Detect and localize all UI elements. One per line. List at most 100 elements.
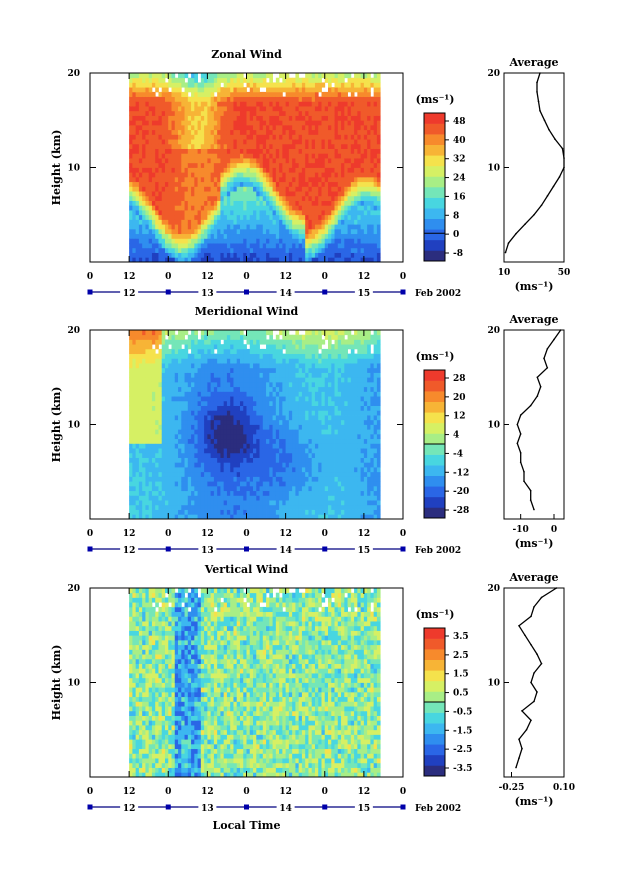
heatmap-cell: [338, 158, 342, 163]
heatmap-cell: [247, 429, 251, 434]
heatmap-cell: [162, 219, 166, 224]
colorbar-tick-label: 40: [453, 136, 466, 146]
heatmap-cell: [132, 139, 136, 144]
heatmap-cell: [152, 134, 156, 139]
heatmap-cell: [194, 382, 198, 387]
heatmap-cell: [145, 495, 149, 500]
heatmap-cell: [266, 210, 270, 215]
heatmap-cell: [191, 453, 195, 458]
heatmap-cell: [374, 101, 378, 106]
heatmap-cell: [240, 196, 244, 201]
heatmap-cell: [227, 205, 231, 210]
heatmap-cell: [136, 149, 140, 154]
heatmap-cell: [172, 149, 176, 154]
heatmap-cell: [237, 458, 241, 463]
heatmap-cell: [155, 425, 159, 430]
heatmap-cell: [240, 182, 244, 187]
heatmap-cell: [302, 224, 306, 229]
heatmap-cell: [145, 163, 149, 168]
avg-point: [563, 157, 565, 159]
heatmap-cell: [240, 387, 244, 392]
heatmap-cell: [276, 462, 280, 467]
heatmap-cell: [194, 253, 198, 258]
heatmap-cell: [149, 106, 153, 111]
heatmap-cell: [247, 210, 251, 215]
heatmap-cell: [250, 120, 254, 125]
heatmap-cell: [233, 234, 237, 239]
heatmap-cell: [250, 134, 254, 139]
heatmap-cell: [286, 253, 290, 258]
heatmap-cell: [266, 101, 270, 106]
heatmap-cell: [217, 439, 221, 444]
heatmap-cell: [260, 391, 264, 396]
heatmap-cell: [162, 453, 166, 458]
heatmap-cell: [162, 149, 166, 154]
heatmap-cell: [211, 219, 215, 224]
heatmap-cell: [145, 78, 149, 83]
heatmap-cell: [188, 116, 192, 121]
heatmap-cell: [214, 401, 218, 406]
heatmap-cell: [230, 186, 234, 191]
heatmap-cell: [165, 368, 169, 373]
heatmap-cell: [243, 177, 247, 182]
heatmap-cell: [377, 191, 381, 196]
heatmap-cell: [168, 358, 172, 363]
heatmap-cell: [132, 73, 136, 78]
heatmap-cell: [273, 500, 277, 505]
heatmap-cell: [286, 106, 290, 111]
heatmap-cell: [276, 177, 280, 182]
heatmap-cell: [227, 172, 231, 177]
heatmap-cell: [256, 168, 260, 173]
heatmap-cell: [321, 215, 325, 220]
heatmap-cell: [168, 443, 172, 448]
heatmap-cell: [214, 116, 218, 121]
heatmap-cell: [185, 111, 189, 116]
heatmap-cell: [321, 224, 325, 229]
heatmap-cell: [374, 172, 378, 177]
heatmap-cell: [263, 406, 267, 411]
heatmap-cell: [335, 234, 339, 239]
heatmap-cell: [325, 73, 329, 78]
heatmap-cell: [338, 186, 342, 191]
heatmap-cell: [149, 205, 153, 210]
heatmap-cell: [312, 106, 316, 111]
heatmap-cell: [217, 373, 221, 378]
heatmap-cell: [364, 234, 368, 239]
heatmap-cell: [168, 420, 172, 425]
heatmap-cell: [168, 73, 172, 78]
heatmap-cell: [243, 101, 247, 106]
heatmap-cell: [194, 358, 198, 363]
heatmap-cell: [136, 439, 140, 444]
heatmap-cell: [165, 495, 169, 500]
heatmap-cell: [269, 344, 273, 349]
heatmap-cell: [188, 191, 192, 196]
heatmap-cell: [260, 125, 264, 130]
heatmap-cell: [155, 358, 159, 363]
heatmap-cell: [286, 139, 290, 144]
heatmap-cell: [233, 73, 237, 78]
heatmap-cell: [367, 168, 371, 173]
heatmap-cell: [253, 439, 257, 444]
heatmap-cell: [253, 215, 257, 220]
heatmap-cell: [191, 363, 195, 368]
heatmap-cell: [302, 144, 306, 149]
heatmap-cell: [233, 387, 237, 392]
heatmap-cell: [172, 191, 176, 196]
heatmap-cell: [374, 201, 378, 206]
colorbar-segment: [424, 219, 445, 230]
heatmap-cell: [201, 387, 205, 392]
heatmap-cell: [194, 510, 198, 515]
heatmap-cell: [188, 368, 192, 373]
heatmap-cell: [263, 462, 267, 467]
heatmap-cell: [181, 177, 185, 182]
heatmap-cell: [273, 210, 277, 215]
heatmap-cell: [250, 330, 254, 335]
heatmap-cell: [237, 377, 241, 382]
heatmap-cell: [374, 87, 378, 92]
heatmap-cell: [178, 253, 182, 258]
heatmap-cell: [214, 486, 218, 491]
heatmap-cell: [172, 134, 176, 139]
heatmap-cell: [139, 354, 143, 359]
heatmap-cell: [204, 500, 208, 505]
heatmap-cell: [158, 163, 162, 168]
